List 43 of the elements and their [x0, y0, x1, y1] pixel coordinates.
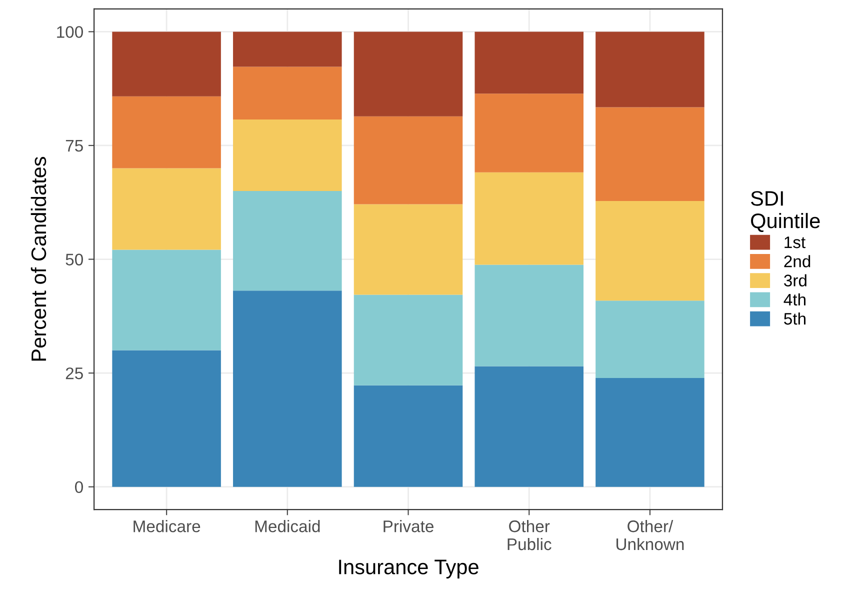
- bar: [596, 32, 704, 108]
- bar: [354, 385, 463, 487]
- x-axis-title: Insurance Type: [339, 560, 478, 578]
- bar: [474, 32, 584, 94]
- x-tick-label: Medicare: [134, 520, 200, 532]
- y-tick-label: 50: [66, 254, 83, 266]
- x-tick-label: Other/ Unknown: [616, 520, 684, 550]
- legend-label: 3rd: [784, 274, 806, 286]
- x-tick-label: Other Public: [508, 520, 552, 550]
- bar: [354, 116, 463, 204]
- legend-label: 5th: [784, 312, 806, 325]
- y-tick-label: 0: [75, 481, 83, 494]
- bar: [112, 350, 221, 487]
- bar: [354, 32, 463, 116]
- bar: [474, 172, 584, 265]
- bar: [596, 201, 704, 301]
- y-tick-label: 75: [66, 140, 83, 152]
- bar: [596, 107, 704, 202]
- bar: [112, 250, 221, 350]
- y-axis-title: Percent of Candidates: [30, 156, 46, 361]
- bar: [596, 378, 704, 487]
- bar: [112, 96, 221, 168]
- legend-label: 2nd: [784, 255, 810, 268]
- bar: [233, 66, 342, 120]
- bar: [354, 294, 463, 386]
- y-tick-label: 25: [66, 367, 83, 380]
- bar: [474, 94, 584, 172]
- legend-title: SDI Quintile: [750, 191, 820, 232]
- bar: [112, 32, 221, 96]
- x-tick-label: Medicaid: [255, 520, 320, 532]
- bar: [354, 204, 463, 295]
- bar: [112, 168, 221, 250]
- bar: [474, 366, 584, 487]
- legend-label: 1st: [784, 236, 806, 248]
- bar: [233, 120, 342, 191]
- legend-label: 4th: [784, 293, 806, 306]
- x-tick-label: Private: [384, 520, 434, 532]
- bar: [474, 264, 584, 366]
- bar: [233, 32, 342, 67]
- bar: [596, 300, 704, 378]
- bar: [233, 190, 342, 291]
- y-tick-label: 100: [57, 26, 83, 38]
- bar: [233, 290, 342, 487]
